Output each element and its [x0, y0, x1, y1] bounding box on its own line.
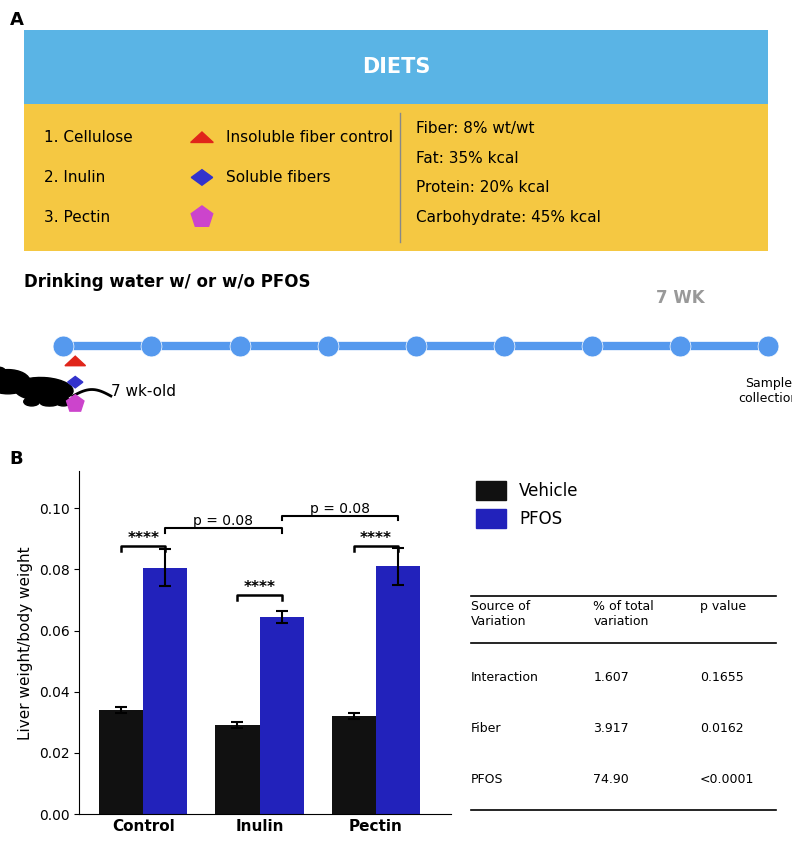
Text: Insoluble fiber control: Insoluble fiber control — [226, 130, 393, 145]
Circle shape — [40, 398, 55, 406]
Text: % of total
variation: % of total variation — [593, 600, 654, 628]
Text: Drinking water w/ or w/o PFOS: Drinking water w/ or w/o PFOS — [24, 273, 310, 291]
Polygon shape — [65, 357, 86, 366]
Text: Interaction: Interaction — [471, 670, 539, 684]
Text: Soluble fibers: Soluble fibers — [226, 170, 330, 185]
Text: 74.90: 74.90 — [593, 773, 629, 787]
Circle shape — [0, 367, 6, 375]
Text: 0.0162: 0.0162 — [700, 722, 744, 735]
Text: 7 wk-old: 7 wk-old — [111, 384, 176, 399]
Text: ****: **** — [360, 531, 392, 547]
Bar — [143, 568, 188, 814]
Bar — [332, 716, 376, 814]
Text: ****: **** — [128, 531, 159, 547]
Text: 1. Cellulose: 1. Cellulose — [44, 130, 132, 145]
Bar — [99, 710, 143, 814]
Text: Sample
collection: Sample collection — [738, 376, 792, 405]
FancyBboxPatch shape — [24, 104, 768, 251]
Circle shape — [0, 369, 30, 394]
Text: Protein: 20% kcal: Protein: 20% kcal — [416, 180, 550, 195]
Text: <0.0001: <0.0001 — [700, 773, 754, 787]
Text: 0.1655: 0.1655 — [700, 670, 744, 684]
Legend: Vehicle, PFOS: Vehicle, PFOS — [467, 473, 587, 536]
Text: Source of
Variation: Source of Variation — [471, 600, 531, 628]
Text: 3. Pectin: 3. Pectin — [44, 210, 109, 225]
Text: DIETS: DIETS — [362, 57, 430, 77]
Polygon shape — [192, 170, 212, 185]
Y-axis label: Liver weight/body weight: Liver weight/body weight — [18, 546, 33, 740]
FancyBboxPatch shape — [24, 30, 768, 104]
Text: ****: **** — [243, 580, 276, 596]
Text: p = 0.08: p = 0.08 — [193, 514, 253, 528]
Polygon shape — [67, 376, 83, 388]
Text: 1.607: 1.607 — [593, 670, 629, 684]
Text: Carbohydrate: 45% kcal: Carbohydrate: 45% kcal — [416, 210, 600, 225]
Text: 7 WK: 7 WK — [656, 290, 704, 308]
Text: p value: p value — [700, 600, 746, 613]
Text: PFOS: PFOS — [471, 773, 504, 787]
Text: Fiber: Fiber — [471, 722, 502, 735]
Bar — [376, 566, 420, 814]
Circle shape — [55, 398, 71, 406]
Ellipse shape — [14, 377, 73, 402]
Circle shape — [44, 398, 59, 406]
Text: 3.917: 3.917 — [593, 722, 629, 735]
Text: B: B — [10, 450, 23, 468]
Bar — [215, 725, 260, 814]
Bar — [260, 617, 303, 814]
Polygon shape — [191, 206, 213, 226]
Polygon shape — [191, 132, 213, 142]
Text: p = 0.08: p = 0.08 — [310, 501, 370, 516]
Circle shape — [24, 398, 40, 406]
Text: 2. Inulin: 2. Inulin — [44, 170, 105, 185]
Polygon shape — [67, 395, 84, 411]
Text: Fiber: 8% wt/wt: Fiber: 8% wt/wt — [416, 122, 535, 136]
Text: Fat: 35% kcal: Fat: 35% kcal — [416, 151, 519, 165]
Text: A: A — [10, 11, 24, 29]
